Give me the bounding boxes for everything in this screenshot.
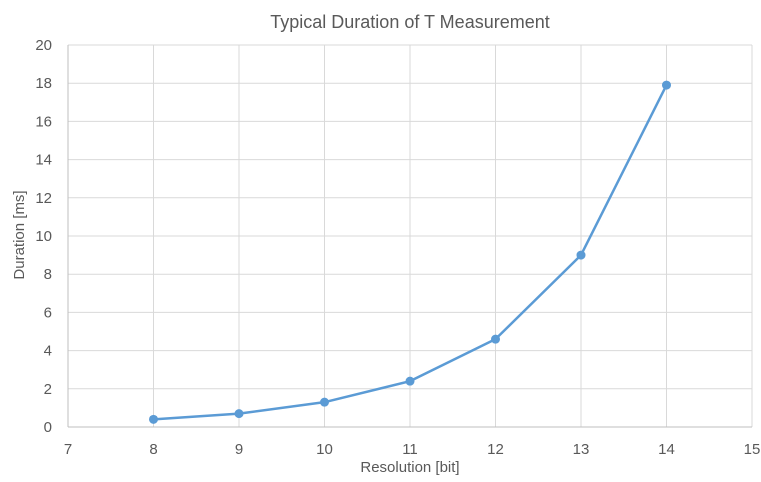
x-tick-labels: 7 8 9 10 11 12 13 14 15 [64,441,761,458]
y-tick-label: 8 [44,266,52,283]
y-tick-label: 16 [35,113,52,130]
x-tick-label: 12 [487,441,504,458]
y-tick-label: 12 [35,190,52,207]
x-tick-label: 8 [149,441,157,458]
data-point [149,414,158,424]
y-tick-label: 2 [44,381,52,398]
data-point [320,397,329,407]
y-tick-label: 4 [44,343,52,360]
y-tick-label: 6 [44,304,52,321]
x-tick-label: 7 [64,441,72,458]
data-point [576,250,586,260]
series-group [149,80,671,424]
y-tick-label: 10 [35,228,52,245]
x-gridlines [153,45,753,427]
y-tick-label: 18 [35,75,52,92]
y-tick-label: 14 [35,152,52,169]
y-tick-labels: 0 2 4 6 8 10 12 14 16 18 20 [35,37,52,436]
x-tick-label: 10 [316,441,333,458]
x-tick-label: 14 [658,441,675,458]
data-point [491,334,500,344]
x-tick-label: 13 [573,441,590,458]
x-tick-label: 9 [235,441,243,458]
x-axis-title: Resolution [bit] [360,459,459,476]
y-tick-label: 0 [44,419,52,436]
data-point [234,409,244,419]
chart-title: Typical Duration of T Measurement [270,12,549,32]
data-point [662,80,671,90]
axes [67,45,752,428]
x-tick-label: 11 [402,441,418,458]
x-tick-label: 15 [744,441,761,458]
data-point [405,376,415,386]
y-axis-title: Duration [ms] [11,190,28,279]
y-tick-label: 20 [35,37,52,54]
